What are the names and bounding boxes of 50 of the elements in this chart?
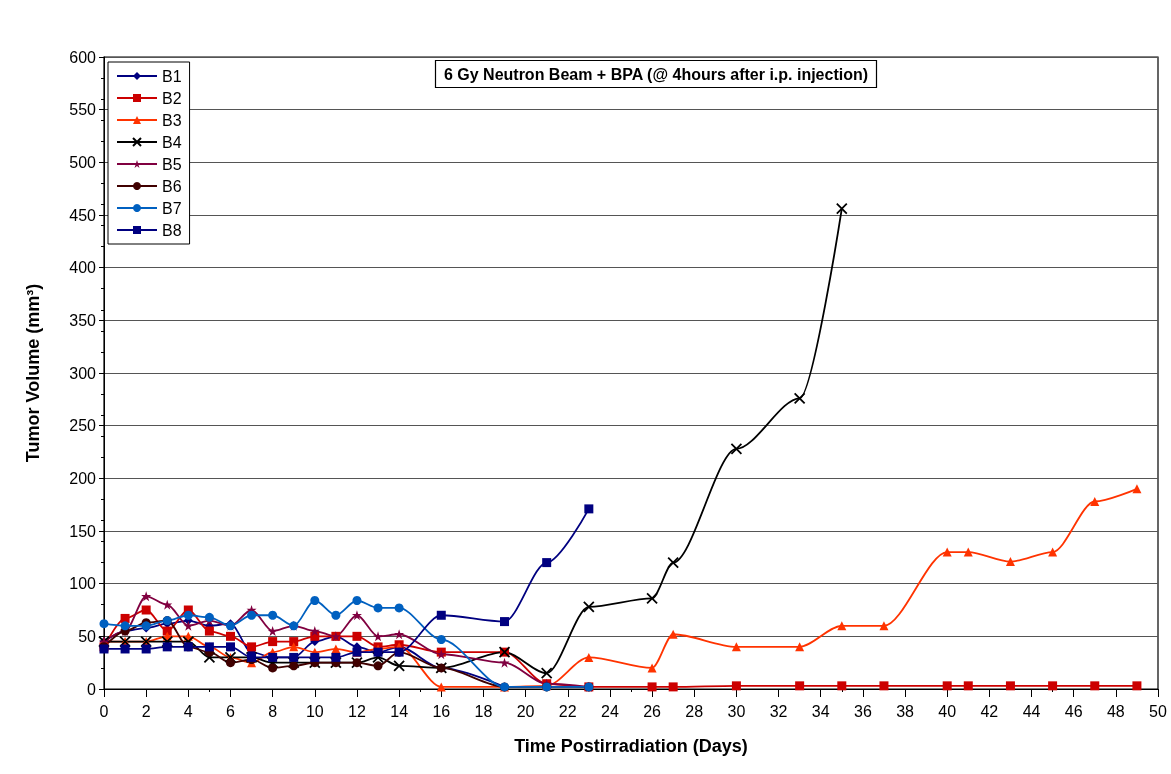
x-tick-label: 18 [474,702,493,720]
y-tick-label: 50 [78,627,97,645]
x-tick-label: 8 [268,702,278,720]
y-tick-label: 600 [69,48,97,66]
legend-label: B6 [162,177,182,195]
y-tick-label: 400 [69,259,97,277]
y-tick-label: 0 [87,680,97,698]
x-tick-label: 36 [853,702,872,720]
y-tick-label: 300 [69,364,97,382]
legend-label: B7 [162,199,182,217]
x-tick-label: 30 [727,702,746,720]
x-tick-label: 14 [390,702,409,720]
x-tick-label: 2 [141,702,151,720]
text: 6 Gy Neutron Beam + BPA (@ 4hours after i.p. injection) [443,65,869,83]
x-tick-label: 40 [938,702,957,720]
x-tick-label: 38 [896,702,915,720]
y-tick-label: 550 [69,101,97,119]
x-tick-label: 28 [685,702,704,720]
x-tick-label: 42 [980,702,999,720]
x-tick-label: 44 [1022,702,1041,720]
y-tick-label: 450 [69,206,97,224]
x-tick-label: 22 [558,702,577,720]
x-tick-label: 24 [601,702,619,720]
x-tick-label: 10 [305,702,324,720]
x-tick-label: 32 [769,702,788,720]
x-tick-label: 0 [99,702,109,720]
legend-label: B3 [162,111,182,129]
y-tick-label: 350 [69,311,97,329]
x-tick-label: 20 [516,702,535,720]
y-tick-label: 250 [69,417,97,435]
x-tick-label: 50 [1149,702,1167,720]
x-tick-label: 34 [811,702,830,720]
x-tick-label: 46 [1064,702,1083,720]
x-tick-label: 6 [226,702,236,720]
y-tick-label: 500 [69,153,97,171]
y-axis-title: Tumor Volume (mm³) [23,283,43,463]
legend-label: B4 [162,133,182,151]
y-tick-label: 100 [69,575,97,593]
x-tick-label: 12 [348,702,366,720]
x-tick-label: 16 [432,702,451,720]
legend-label: B2 [162,89,182,107]
x-axis-title: Time Postirradiation (Days) [514,736,748,756]
x-tick-label: 48 [1106,702,1125,720]
y-tick-label: 150 [69,522,97,540]
x-tick-label: 4 [183,702,193,720]
legend-label: B1 [162,67,182,85]
legend-label: B8 [162,221,182,239]
y-tick-label: 200 [69,469,97,487]
x-tick-label: 26 [643,702,662,720]
legend-label: B5 [162,155,182,173]
